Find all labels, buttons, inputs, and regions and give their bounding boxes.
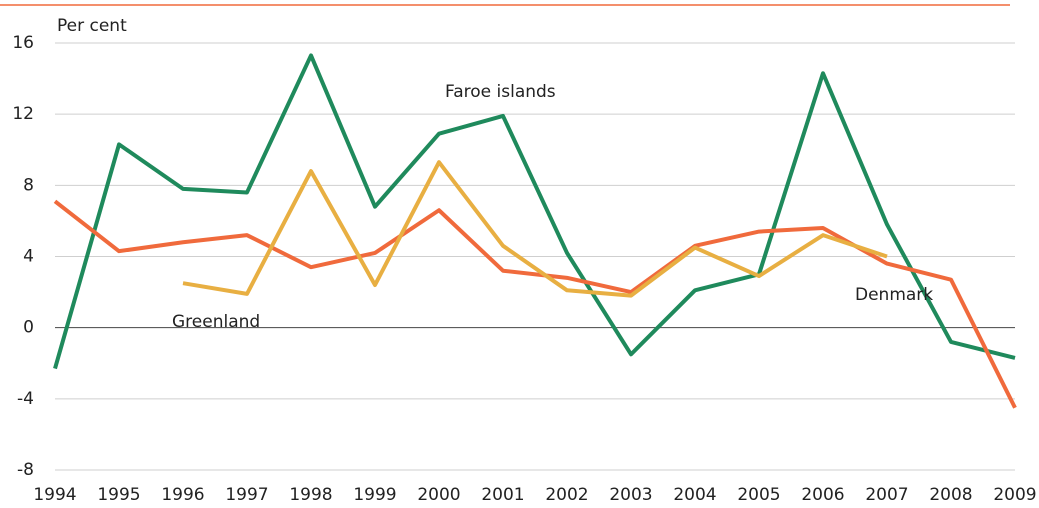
x-tick-label: 2007 — [865, 485, 908, 505]
x-tick-label: 2009 — [993, 485, 1036, 505]
x-tick-label: 1994 — [33, 485, 76, 505]
x-tick-label: 1995 — [97, 485, 140, 505]
y-tick-label: 12 — [12, 104, 34, 124]
x-tick-label: 1997 — [225, 485, 268, 505]
y-tick-label: 0 — [23, 318, 34, 338]
y-tick-label: 4 — [23, 247, 34, 267]
y-tick-label: -8 — [17, 460, 34, 480]
x-tick-label: 1999 — [353, 485, 396, 505]
series-label: Greenland — [172, 312, 260, 332]
x-tick-label: 2005 — [737, 485, 780, 505]
x-tick-label: 2006 — [801, 485, 844, 505]
x-tick-label: 1998 — [289, 485, 332, 505]
x-tick-label: 1996 — [161, 485, 204, 505]
y-tick-label: 16 — [12, 33, 34, 53]
series-label: Denmark — [855, 285, 933, 305]
y-tick-label: 8 — [23, 175, 34, 195]
x-tick-label: 2000 — [417, 485, 460, 505]
x-tick-label: 2003 — [609, 485, 652, 505]
y-axis-label: Per cent — [57, 16, 127, 36]
x-tick-label: 2004 — [673, 485, 716, 505]
x-tick-label: 2008 — [929, 485, 972, 505]
y-tick-label: -4 — [17, 389, 34, 409]
x-tick-label: 2001 — [481, 485, 524, 505]
x-tick-label: 2002 — [545, 485, 588, 505]
series-line — [53, 53, 1016, 370]
series-label: Faroe islands — [445, 82, 556, 102]
series-line — [182, 160, 888, 298]
